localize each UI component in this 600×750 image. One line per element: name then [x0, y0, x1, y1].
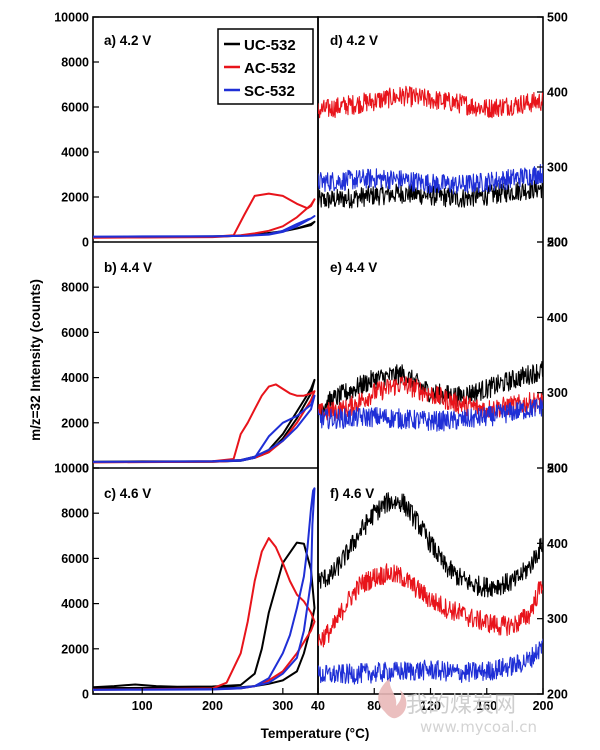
y-tick-label: 400	[547, 86, 568, 100]
y-tick-label: 4000	[61, 371, 89, 385]
panel-f-title: f) 4.6 V	[330, 486, 374, 501]
series-line-uc-532	[318, 492, 543, 598]
y-tick-label: 500	[547, 462, 568, 476]
panel-f-plot	[318, 492, 543, 685]
series-line-sc-532	[93, 394, 316, 463]
series-line-ac-532	[318, 376, 543, 422]
panel-a-plot	[93, 192, 316, 239]
x-tick-label: 120	[420, 699, 441, 713]
legend: UC-532 AC-532 SC-532	[217, 28, 314, 105]
y-tick-label: 300	[547, 386, 568, 400]
y-tick-label: 8000	[61, 507, 89, 521]
series-line-sc-532	[318, 638, 543, 685]
x-tick-label: 200	[202, 699, 223, 713]
y-tick-label: 0	[82, 462, 89, 476]
watermark: 我的煤炭网 www.mycoal.cn	[378, 678, 537, 736]
y-tick-label: 0	[82, 236, 89, 250]
panel-a-title: a) 4.2 V	[104, 33, 151, 48]
y-tick-label: 6000	[61, 101, 89, 115]
y-tick-label: 400	[547, 537, 568, 551]
y-tick-label: 400	[547, 311, 568, 325]
legend-label-ac: AC-532	[244, 60, 296, 77]
y-tick-label: 4000	[61, 597, 89, 611]
series-line-sc-532	[93, 487, 316, 691]
y-tick-label: 200	[547, 688, 568, 702]
panel-b-title: b) 4.4 V	[104, 260, 152, 275]
flame-logo-icon	[378, 678, 407, 719]
panel-c-title: c) 4.6 V	[104, 486, 151, 501]
y-tick-label: 500	[547, 236, 568, 250]
y-tick-label: 300	[547, 161, 568, 175]
y-tick-label: 200	[547, 462, 568, 476]
series-line-uc-532	[93, 541, 316, 690]
curves	[93, 85, 543, 691]
series-line-sc-532	[93, 215, 316, 238]
panel-c-plot	[93, 487, 316, 691]
ticks: 0200040006000800010000020004000600080000…	[54, 11, 568, 714]
y-tick-label: 8000	[61, 56, 89, 70]
y-tick-label: 8000	[61, 281, 89, 295]
panel-d-plot	[318, 85, 543, 209]
panel-frames	[92, 16, 544, 695]
y-tick-label: 4000	[61, 146, 89, 160]
y-tick-label: 2000	[61, 642, 89, 656]
y-tick-label: 10000	[54, 11, 89, 25]
y-axis-label: m/z=32 Intensity (counts)	[28, 279, 43, 441]
panel-e-title: e) 4.4 V	[330, 260, 377, 275]
series-line-ac-532	[318, 563, 543, 648]
y-tick-label: 300	[547, 612, 568, 626]
series-line-ac-532	[318, 85, 543, 119]
y-tick-label: 200	[547, 236, 568, 250]
series-line-sc-532	[318, 397, 543, 432]
watermark-url: www.mycoal.cn	[420, 718, 537, 736]
legend-label-uc: UC-532	[244, 37, 296, 54]
x-tick-label: 100	[132, 699, 153, 713]
x-tick-label: 80	[367, 699, 381, 713]
y-tick-label: 0	[82, 688, 89, 702]
y-tick-label: 500	[547, 11, 568, 25]
legend-label-sc: SC-532	[244, 83, 295, 100]
y-tick-label: 6000	[61, 552, 89, 566]
x-tick-label: 300	[272, 699, 293, 713]
y-tick-label: 10000	[54, 462, 89, 476]
x-tick-label: 40	[311, 699, 325, 713]
x-tick-label: 200	[533, 699, 554, 713]
series-line-ac-532	[93, 537, 316, 691]
panel-e-plot	[318, 361, 543, 432]
x-axis-label: Temperature (°C)	[261, 726, 370, 741]
y-tick-label: 2000	[61, 191, 89, 205]
legend-box	[217, 28, 314, 105]
x-tick-label: 160	[476, 699, 497, 713]
y-tick-label: 6000	[61, 326, 89, 340]
series-line-uc-532	[93, 220, 316, 239]
left-column-frame	[92, 16, 319, 695]
panel-d-title: d) 4.2 V	[330, 33, 378, 48]
watermark-text: 我的煤炭网	[406, 693, 516, 718]
series-line-sc-532	[318, 163, 543, 195]
y-tick-label: 2000	[61, 416, 89, 430]
panel-b-plot	[93, 378, 316, 464]
series-line-uc-532	[93, 378, 316, 464]
